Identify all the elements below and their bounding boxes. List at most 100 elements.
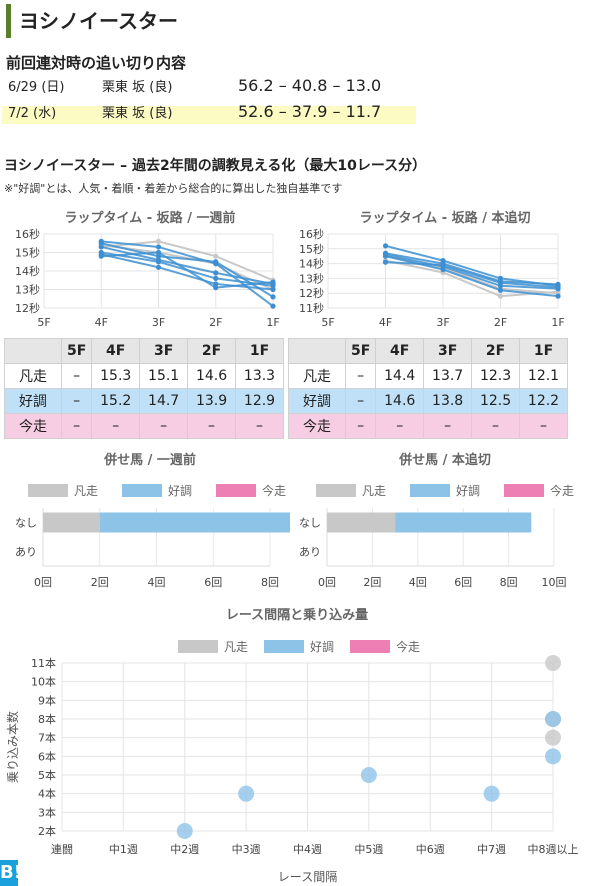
legend-swatch [216, 484, 256, 497]
x-tick-label: 4F [379, 316, 392, 329]
scatter-point [545, 655, 561, 671]
scatter-point [545, 711, 561, 727]
y-category-label: なし [299, 517, 321, 530]
data-point [98, 244, 104, 250]
cell: 今走 [4, 413, 62, 439]
y-tick-label: 16秒 [299, 227, 324, 241]
data-point [497, 287, 504, 293]
legend-label: 好調 [456, 484, 480, 498]
highlight-row [2, 106, 416, 124]
table-row: 凡走 –14.4 13.7 12.3 12.1 [288, 363, 568, 389]
th: 2F [471, 338, 521, 364]
last-workout-title: 前回連対時の追い切り内容 [6, 54, 187, 72]
cell: 14.6 [375, 388, 425, 414]
cell: 13.9 [187, 388, 237, 414]
x-tick-label: 0回 [318, 576, 336, 589]
x-tick-label: 連闘 [51, 842, 73, 856]
data-point [270, 286, 276, 293]
x-tick-label: 中7週 [477, 843, 506, 856]
data-point [98, 240, 104, 246]
series-line [101, 240, 274, 307]
scatter-point [176, 823, 193, 839]
legend-swatch [504, 484, 544, 497]
x-tick-label: 2回 [91, 576, 109, 589]
data-point [270, 303, 276, 309]
legend-label: 今走 [262, 483, 286, 498]
cell: – [471, 413, 521, 439]
section-title: ヨシノイースター – 過去2年間の調教見える化（最大10レース分） [4, 158, 427, 174]
table-row: 好調 –15.2 14.7 13.9 12.9 [4, 388, 284, 414]
legend-label: 凡走 [224, 640, 248, 654]
cell: 14.4 [375, 363, 425, 389]
cell: – [519, 413, 568, 439]
cell: 13.3 [235, 363, 284, 389]
y-tick-label: 12秒 [15, 301, 40, 315]
cell: 12.9 [235, 388, 284, 414]
x-tick-label: 3F [436, 316, 449, 329]
cell: 12.5 [471, 388, 521, 414]
x-tick-label: 5F [321, 316, 334, 329]
cell: 15.3 [91, 363, 141, 389]
th: 2F [187, 338, 237, 364]
y-tick-label: 16秒 [15, 227, 40, 241]
y-tick-label: 11本 [31, 656, 56, 670]
x-tick-label: 1F [266, 316, 279, 329]
data-point [155, 238, 162, 244]
data-point [213, 270, 219, 276]
series-line [101, 251, 274, 289]
x-tick-label: 中2週 [170, 843, 199, 856]
cell: 13.8 [423, 388, 473, 414]
y-category-label: あり [299, 546, 321, 559]
data-point [382, 253, 389, 259]
y-category-label: あり [15, 546, 37, 559]
bar-chart-title-2: 併せ馬 / 本追切 [399, 453, 491, 468]
legend-swatch [178, 640, 218, 653]
y-tick-label: 12秒 [299, 286, 324, 300]
cell: – [375, 413, 425, 439]
cell: 12.1 [519, 363, 568, 389]
x-tick-label: 0回 [34, 576, 52, 589]
legend-label: 今走 [550, 483, 574, 498]
cell: 15.1 [139, 363, 189, 389]
cell: 14.7 [139, 388, 189, 414]
legend-label: 今走 [396, 639, 420, 654]
table-row: 今走 – – – – – [288, 413, 568, 439]
section-note: ※"好調"とは、人気・着順・着差から総合的に算出した独自基準です [4, 182, 343, 195]
series-line [385, 253, 559, 290]
cell: 12.3 [471, 363, 521, 389]
legend-swatch [410, 484, 450, 497]
data-point [98, 253, 104, 259]
cell: 13.7 [423, 363, 473, 389]
data-point [155, 259, 162, 265]
y-tick-label: 2本 [38, 824, 56, 838]
workout-date-1: 6/29 (日) [8, 80, 65, 95]
y-tick-label: 8本 [38, 712, 56, 726]
data-point [213, 253, 219, 259]
y-tick-label: 15秒 [15, 246, 40, 260]
bookmark-badge[interactable]: B! [0, 860, 22, 886]
legend-label: 好調 [310, 640, 334, 654]
workout-time-2: 52.6 – 37.9 – 11.7 [238, 102, 382, 121]
x-tick-label: 2F [209, 316, 222, 329]
scatter-point [238, 785, 255, 802]
th: 3F [139, 338, 189, 364]
series-line [385, 261, 559, 289]
table-row: 今走 – – – – – [4, 413, 284, 439]
legend-swatch [316, 484, 356, 497]
y-tick-label: 13秒 [299, 271, 324, 285]
y-tick-label: 7本 [38, 731, 56, 745]
scatter-point [545, 748, 561, 765]
cell: – [423, 413, 473, 439]
lap-table-2: 5F 4F 3F 2F 1F 凡走 –14.4 13.7 12.3 12.1 好調 –14.6 13… [288, 338, 568, 439]
cell: 14.6 [187, 363, 237, 389]
x-tick-label: 2F [494, 316, 507, 329]
data-point [270, 294, 276, 300]
th [288, 338, 346, 364]
y-axis-label: 乗り込み本数 [5, 711, 20, 783]
x-tick-label: 2回 [363, 576, 381, 589]
cell: 凡走 [288, 363, 346, 389]
x-tick-label: 10回 [542, 576, 567, 589]
data-point [497, 280, 504, 286]
scatter-point [545, 729, 561, 746]
